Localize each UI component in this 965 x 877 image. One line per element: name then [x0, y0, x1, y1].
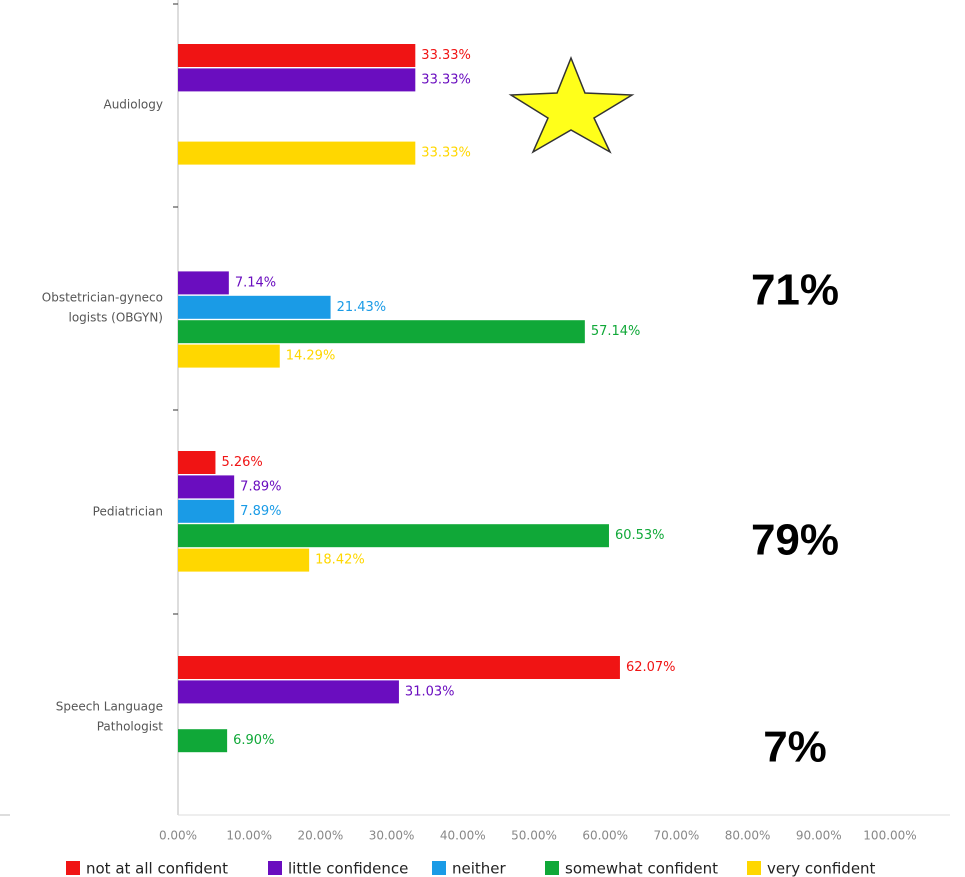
value-label: 57.14% — [591, 324, 641, 339]
legend-label: little confidence — [288, 860, 408, 877]
legend-label: neither — [452, 860, 507, 877]
bar — [178, 44, 416, 67]
x-tick-label: 10.00% — [226, 829, 272, 843]
bar — [178, 320, 585, 344]
value-label: 33.33% — [421, 146, 471, 161]
legend-swatch — [545, 861, 559, 875]
bar — [178, 548, 310, 572]
legend-swatch — [268, 861, 282, 875]
x-tick-label: 60.00% — [582, 829, 628, 843]
legend-swatch — [66, 861, 80, 875]
value-label: 5.26% — [221, 455, 262, 470]
bar — [178, 271, 229, 295]
legend-label: very confident — [767, 860, 876, 877]
bar — [178, 344, 280, 368]
x-tick-label: 50.00% — [511, 829, 557, 843]
category-label: Audiology — [103, 98, 163, 112]
bar — [178, 499, 235, 523]
annotation: 71% — [751, 266, 839, 315]
category-label: Pediatrician — [93, 505, 163, 519]
x-tick-label: 0.00% — [159, 829, 197, 843]
legend-swatch — [747, 861, 761, 875]
value-label: 21.43% — [337, 300, 387, 315]
bar — [178, 68, 416, 92]
value-label: 14.29% — [286, 349, 336, 364]
bar — [178, 656, 620, 679]
value-label: 33.33% — [421, 48, 471, 63]
legend-swatch — [432, 861, 446, 875]
legend-label: somewhat confident — [565, 860, 718, 877]
bar — [178, 729, 228, 753]
bar — [178, 451, 216, 474]
value-label: 31.03% — [405, 684, 455, 699]
category-label: Obstetrician-gyneco — [42, 291, 163, 305]
category-label: logists (OBGYN) — [69, 311, 164, 325]
annotation: 79% — [751, 516, 839, 565]
legend-label: not at all confident — [86, 860, 228, 877]
x-tick-label: 90.00% — [796, 829, 842, 843]
x-tick-label: 100.00% — [863, 829, 916, 843]
x-tick-label: 20.00% — [298, 829, 344, 843]
value-label: 7.14% — [235, 275, 276, 290]
bar — [178, 141, 416, 165]
x-tick-label: 80.00% — [725, 829, 771, 843]
value-label: 33.33% — [421, 72, 471, 87]
category-label: Pathologist — [97, 720, 164, 734]
value-label: 62.07% — [626, 660, 676, 675]
x-tick-label: 70.00% — [654, 829, 700, 843]
bar — [178, 475, 235, 499]
value-label: 7.89% — [240, 504, 281, 519]
star — [508, 55, 635, 154]
x-tick-label: 30.00% — [369, 829, 415, 843]
value-label: 6.90% — [233, 733, 274, 748]
annotation: 7% — [763, 723, 827, 772]
value-label: 60.53% — [615, 528, 665, 543]
value-label: 7.89% — [240, 479, 281, 494]
value-label: 18.42% — [315, 553, 365, 568]
category-label: Speech Language — [56, 700, 163, 714]
x-tick-label: 40.00% — [440, 829, 486, 843]
bar — [178, 524, 609, 548]
bar — [178, 295, 331, 319]
bar — [178, 680, 399, 704]
